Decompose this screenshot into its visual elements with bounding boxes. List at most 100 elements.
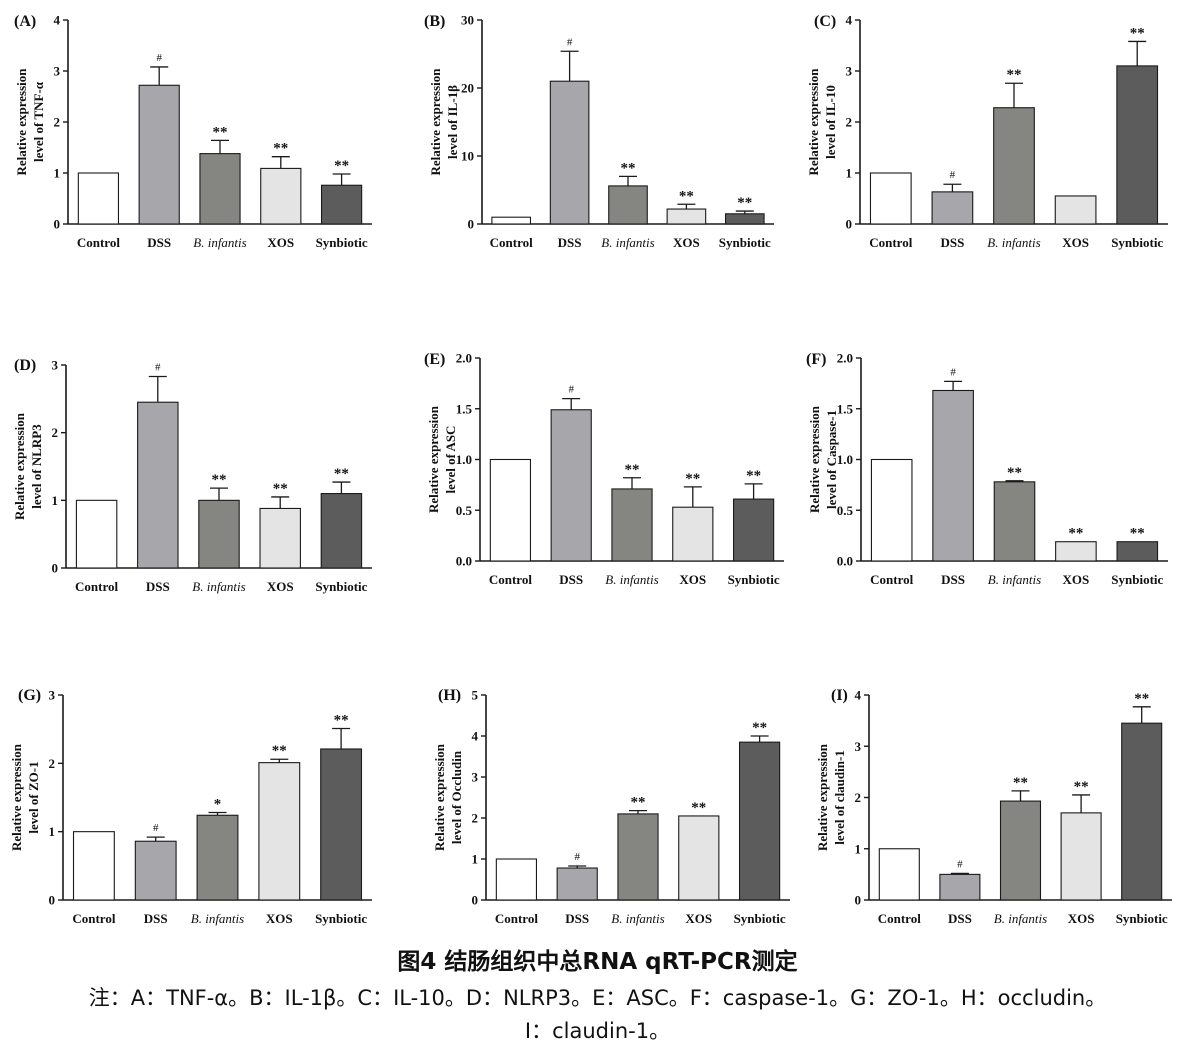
y-tick-label: 0 [49,893,56,908]
significance-label: ** [1134,691,1149,707]
x-tick-label: Control [495,911,538,926]
x-tick-label: Control [878,911,921,926]
x-tick-label: B. infantis [605,572,658,587]
significance-label: # [574,851,580,863]
bar-1 [72,831,115,901]
bar-3 [993,481,1036,562]
panel-label: (F) [806,351,826,368]
bar-4 [259,507,301,569]
significance-label: ** [273,141,288,157]
significance-label: ** [272,743,287,759]
caption-note-line-2: I：claudin-1。 [524,1019,671,1043]
bar-5 [320,493,363,569]
bar-5 [1121,722,1163,901]
caption-note-line-1: 注：A：TNF-α。B：IL-1β。C：IL-10。D：NLRP3。E：ASC。… [88,986,1107,1010]
bar-4 [672,506,714,562]
y-tick-label: 2 [54,115,61,130]
chart-panel-1: (A) Relative expression level of TNF-α 0 1 2 3… [14,13,372,250]
x-tick-label: XOS [1068,911,1095,926]
bar-3 [993,107,1035,225]
x-tick-label: Control [490,235,533,250]
x-tick-label: B. infantis [191,911,244,926]
chart-panel-8: (H) Relative expression level of Occludin 0… [432,687,790,926]
bar-2 [931,191,974,225]
significance-label: ** [1068,526,1083,542]
x-tick-label: Synbiotic [719,235,771,250]
significance-label: ** [625,462,640,478]
x-tick-label: Control [489,572,532,587]
bar-1 [878,848,920,901]
x-tick-label: XOS [267,235,294,250]
x-tick-label: DSS [558,235,582,250]
chart-panel-6: (F) Relative expression level of Caspase-1… [806,351,1168,587]
significance-label: # [950,366,956,378]
y-axis-title: Relative expression level of IL-1β [428,68,460,176]
y-tick-label: 2 [855,790,862,805]
y-tick-label: 1.0 [456,452,472,467]
chart-panel-9: (I) Relative expression level of claudin-1… [815,687,1172,926]
y-axis-title: Relative expression level of IL-10 [806,68,838,176]
x-tick-label: XOS [685,911,712,926]
y-tick-label: 1 [52,493,59,508]
y-axis-title-line: Relative expression [806,68,821,176]
bar-5 [732,498,775,562]
bar-1 [870,458,913,562]
significance-label: ** [1130,526,1145,542]
panel-label: (G) [18,687,41,704]
bar-3 [999,800,1042,901]
x-tick-label: DSS [941,572,965,587]
significance-label: # [950,169,956,181]
bar-5 [320,748,363,901]
bar-1 [491,216,532,225]
y-tick-label: 2.0 [456,351,472,366]
y-tick-label: 2.0 [837,351,853,366]
y-tick-label: 1.5 [456,401,473,416]
x-tick-label: Synbiotic [316,235,368,250]
y-axis-title-line: level of IL-1β [445,85,460,159]
x-tick-label: DSS [147,235,171,250]
y-axis-title-line: Relative expression [428,68,443,176]
y-axis-title: Relative expression level of NLRP3 [12,412,44,520]
y-tick-label: 2 [846,115,853,130]
y-tick-label: 3 [52,358,59,373]
bar-5 [1116,541,1159,562]
y-axis-title-line: level of IL-10 [823,85,838,159]
x-tick-label: XOS [266,911,293,926]
y-tick-label: 0 [52,561,59,576]
bar-4 [260,167,302,225]
x-tick-label: Synbiotic [1111,235,1163,250]
x-tick-label: Synbiotic [1116,911,1168,926]
y-axis-title-line: level of TNF-α [31,81,46,162]
y-tick-label: 3 [855,739,862,754]
significance-label: ** [621,160,636,176]
significance-label: # [155,362,161,374]
bar-5 [738,741,781,901]
bar-2 [939,873,981,901]
x-tick-label: XOS [679,572,706,587]
y-tick-label: 0 [846,217,853,232]
x-tick-label: Synbiotic [734,911,786,926]
y-axis-title: Relative expression level of claudin-1 [815,743,847,851]
bar-4 [258,762,301,901]
significance-label: ** [1007,67,1022,83]
chart-panel-4: (D) Relative expression level of NLRP3 0 1 2 3… [12,357,372,594]
y-tick-label: 10 [461,149,474,164]
significance-label: ** [631,795,646,811]
panel-label: (B) [424,13,445,30]
y-tick-label: 30 [461,13,474,28]
significance-label: # [957,858,963,870]
y-tick-label: 3 [846,64,853,79]
bar-3 [198,499,240,569]
significance-label: ** [1074,779,1089,795]
significance-label: ** [334,466,349,482]
x-tick-label: XOS [267,579,294,594]
bar-4 [1055,541,1097,562]
y-axis-title-line: Relative expression [12,412,27,520]
x-tick-label: DSS [144,911,168,926]
bar-1 [77,172,120,225]
x-tick-label: Control [870,572,913,587]
bar-5 [724,213,765,225]
x-tick-label: B. infantis [193,235,246,250]
significance-label: ** [679,188,694,204]
bar-5 [1116,65,1159,225]
